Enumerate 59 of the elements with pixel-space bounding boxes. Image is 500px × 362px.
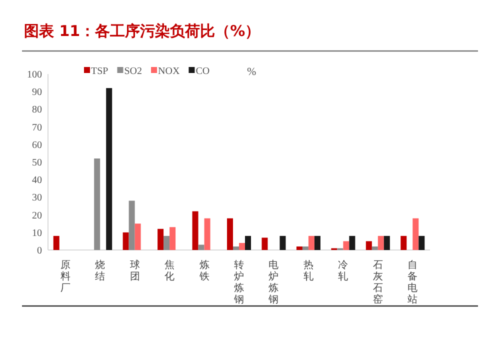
y-tick-label: 60 xyxy=(32,140,42,151)
y-tick-label: 80 xyxy=(32,104,42,116)
y-tick-label: 90 xyxy=(32,87,42,98)
bar xyxy=(158,228,164,250)
bar xyxy=(53,236,60,250)
y-tick-label: 0 xyxy=(37,246,42,256)
legend-label: CO xyxy=(196,66,210,77)
y-tick-label: 100 xyxy=(27,70,42,80)
bar xyxy=(128,200,135,250)
bar xyxy=(245,236,251,250)
x-tick-label: 焦化 xyxy=(164,259,175,282)
bar xyxy=(378,236,384,250)
bar xyxy=(314,236,320,250)
bar xyxy=(384,236,390,250)
bar xyxy=(233,246,239,250)
x-tick-label: 烧结 xyxy=(95,259,106,282)
bar xyxy=(296,246,302,250)
bar xyxy=(372,246,378,250)
bar xyxy=(134,224,141,250)
bar xyxy=(262,238,268,250)
chart-title: 图表 11：各工序污染负荷比（%） xyxy=(24,22,260,40)
x-tick-label: 球团 xyxy=(130,259,140,282)
legend-label: NOX xyxy=(158,66,180,77)
y-tick-label: 50 xyxy=(32,158,42,168)
x-tick-label: 转炉炼钢 xyxy=(233,259,244,306)
bar xyxy=(227,218,233,250)
y-tick-label: 30 xyxy=(32,192,42,204)
bar xyxy=(198,244,204,250)
bar xyxy=(239,242,245,250)
bar xyxy=(122,232,129,250)
legend-label: SO2 xyxy=(124,66,142,77)
bar xyxy=(94,158,100,250)
bar xyxy=(343,241,350,250)
bar xyxy=(349,236,356,250)
y-tick-label: 20 xyxy=(32,210,42,222)
bar xyxy=(106,88,112,250)
bar xyxy=(204,218,210,250)
bar xyxy=(280,236,286,250)
x-tick-label: 炼铁 xyxy=(198,259,210,282)
x-tick-label: 电炉炼钢 xyxy=(268,259,279,306)
bar xyxy=(302,246,308,250)
bar xyxy=(418,236,425,250)
y-axis-title: % xyxy=(247,66,256,78)
bar xyxy=(192,211,198,250)
x-tick-label: 原料厂 xyxy=(60,260,70,294)
legend-label: TSP xyxy=(91,66,109,77)
x-tick-label: 冷轧 xyxy=(338,259,348,282)
bar xyxy=(400,236,407,250)
bar xyxy=(412,218,419,250)
bar xyxy=(170,227,176,250)
bar xyxy=(308,236,314,250)
x-tick-label: 石灰石窑 xyxy=(372,260,383,306)
x-tick-label: 热轧 xyxy=(303,260,314,282)
x-tick-label: 自备电站 xyxy=(408,259,418,306)
bar xyxy=(366,241,372,250)
bar xyxy=(164,236,170,250)
y-tick-label: 40 xyxy=(32,175,42,186)
y-tick-label: 10 xyxy=(32,228,42,239)
y-tick-label: 70 xyxy=(32,122,42,134)
